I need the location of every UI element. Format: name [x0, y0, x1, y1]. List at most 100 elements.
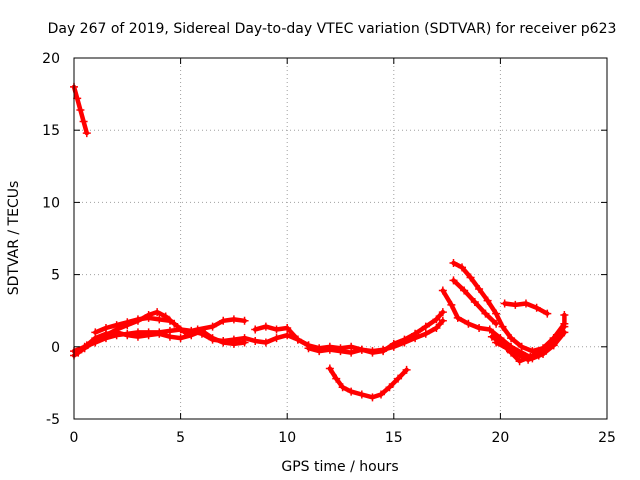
data-point-marker: [219, 316, 228, 325]
data-point-marker: [79, 117, 88, 126]
data-point-marker: [517, 342, 526, 351]
data-point-marker: [449, 259, 458, 268]
data-point-marker: [197, 326, 206, 335]
series-track-4: [74, 326, 249, 357]
data-point-marker: [73, 94, 82, 103]
y-tick-label: 20: [42, 51, 60, 67]
data-point-marker: [485, 325, 494, 334]
data-point-marker: [144, 331, 153, 340]
data-point-marker: [208, 322, 217, 331]
data-point-marker: [438, 316, 447, 325]
data-point-marker: [470, 298, 479, 307]
data-point-marker: [502, 344, 511, 353]
data-point-marker: [394, 374, 403, 383]
data-point-marker: [368, 348, 377, 357]
data-point-marker: [240, 316, 249, 325]
data-point-marker: [91, 328, 100, 337]
data-point-marker: [304, 344, 313, 353]
data-point-marker: [466, 273, 475, 282]
data-point-marker: [421, 329, 430, 338]
y-axis-label: SDTVAR / TECUs: [6, 181, 22, 296]
data-point-marker: [524, 355, 533, 364]
data-point-marker: [347, 348, 356, 357]
data-point-marker: [475, 324, 484, 333]
data-point-marker: [261, 338, 270, 347]
data-point-marker: [74, 348, 83, 357]
data-point-marker: [421, 322, 430, 331]
data-point-marker: [208, 334, 217, 343]
data-point-marker: [556, 329, 565, 338]
data-point-marker: [543, 309, 552, 318]
data-point-marker: [453, 313, 462, 322]
data-point-marker: [560, 311, 569, 320]
data-point-marker: [82, 341, 91, 350]
data-point-marker: [251, 337, 260, 346]
series-trace: [327, 366, 409, 400]
data-point-marker: [347, 387, 356, 396]
x-tick-label: 15: [385, 430, 403, 446]
series-track-7: [304, 308, 447, 357]
data-point-marker: [545, 341, 554, 350]
axis-ticks: 0 5 10 15 20 25 -5 0 5 10 15 20: [42, 51, 616, 446]
data-point-marker: [338, 383, 347, 392]
series-track-8: [325, 364, 411, 402]
data-point-marker: [432, 324, 441, 333]
data-point-marker: [219, 338, 228, 347]
y-tick-label: 5: [51, 268, 60, 284]
data-point-marker: [229, 315, 238, 324]
data-point-marker: [176, 334, 185, 343]
data-point-marker: [272, 325, 281, 334]
data-point-marker: [187, 331, 196, 340]
data-point-marker: [144, 313, 153, 322]
data-point-marker: [283, 324, 292, 333]
data-point-marker: [385, 383, 394, 392]
data-point-marker: [511, 300, 520, 309]
data-point-marker: [283, 331, 292, 340]
data-point-marker: [402, 365, 411, 374]
data-point-marker: [176, 325, 185, 334]
series-track-5: [91, 313, 174, 337]
data-point-marker: [325, 364, 334, 373]
data-point-marker: [481, 309, 490, 318]
data-point-marker: [379, 347, 388, 356]
data-point-marker: [411, 329, 420, 338]
data-point-marker: [487, 332, 496, 341]
data-point-marker: [500, 299, 509, 308]
data-point-marker: [368, 393, 377, 402]
data-point-marker: [447, 300, 456, 309]
data-point-marker: [325, 345, 334, 354]
series-track-1: [70, 82, 91, 138]
data-point-marker: [165, 316, 174, 325]
data-point-marker: [293, 335, 302, 344]
data-point-marker: [515, 357, 524, 366]
x-tick-label: 0: [70, 430, 79, 446]
plot-frame: [73, 57, 608, 420]
data-point-marker: [492, 309, 501, 318]
data-point-marker: [76, 105, 85, 114]
data-point-marker: [112, 321, 121, 330]
data-point-marker: [377, 390, 386, 399]
data-point-marker: [170, 319, 179, 328]
data-point-marker: [315, 347, 324, 356]
data-point-marker: [438, 308, 447, 317]
data-point-marker: [560, 319, 569, 328]
data-point-marker: [460, 286, 469, 295]
data-point-marker: [532, 303, 541, 312]
x-axis-label: GPS time / hours: [281, 459, 398, 475]
data-point-marker: [492, 338, 501, 347]
data-point-marker: [458, 263, 467, 272]
x-tick-label: 10: [278, 430, 296, 446]
data-point-marker: [155, 329, 164, 338]
data-point-marker: [534, 351, 543, 360]
data-point-marker: [483, 296, 492, 305]
data-point-marker: [251, 325, 260, 334]
x-tick-label: 5: [176, 430, 185, 446]
data-point-marker: [449, 276, 458, 285]
series-track-14: [492, 329, 565, 364]
y-tick-label: 10: [42, 195, 60, 211]
data-point-marker: [272, 334, 281, 343]
x-tick-label: 25: [598, 430, 616, 446]
series-track-13: [500, 299, 552, 318]
data-point-marker: [464, 319, 473, 328]
data-point-marker: [357, 390, 366, 399]
